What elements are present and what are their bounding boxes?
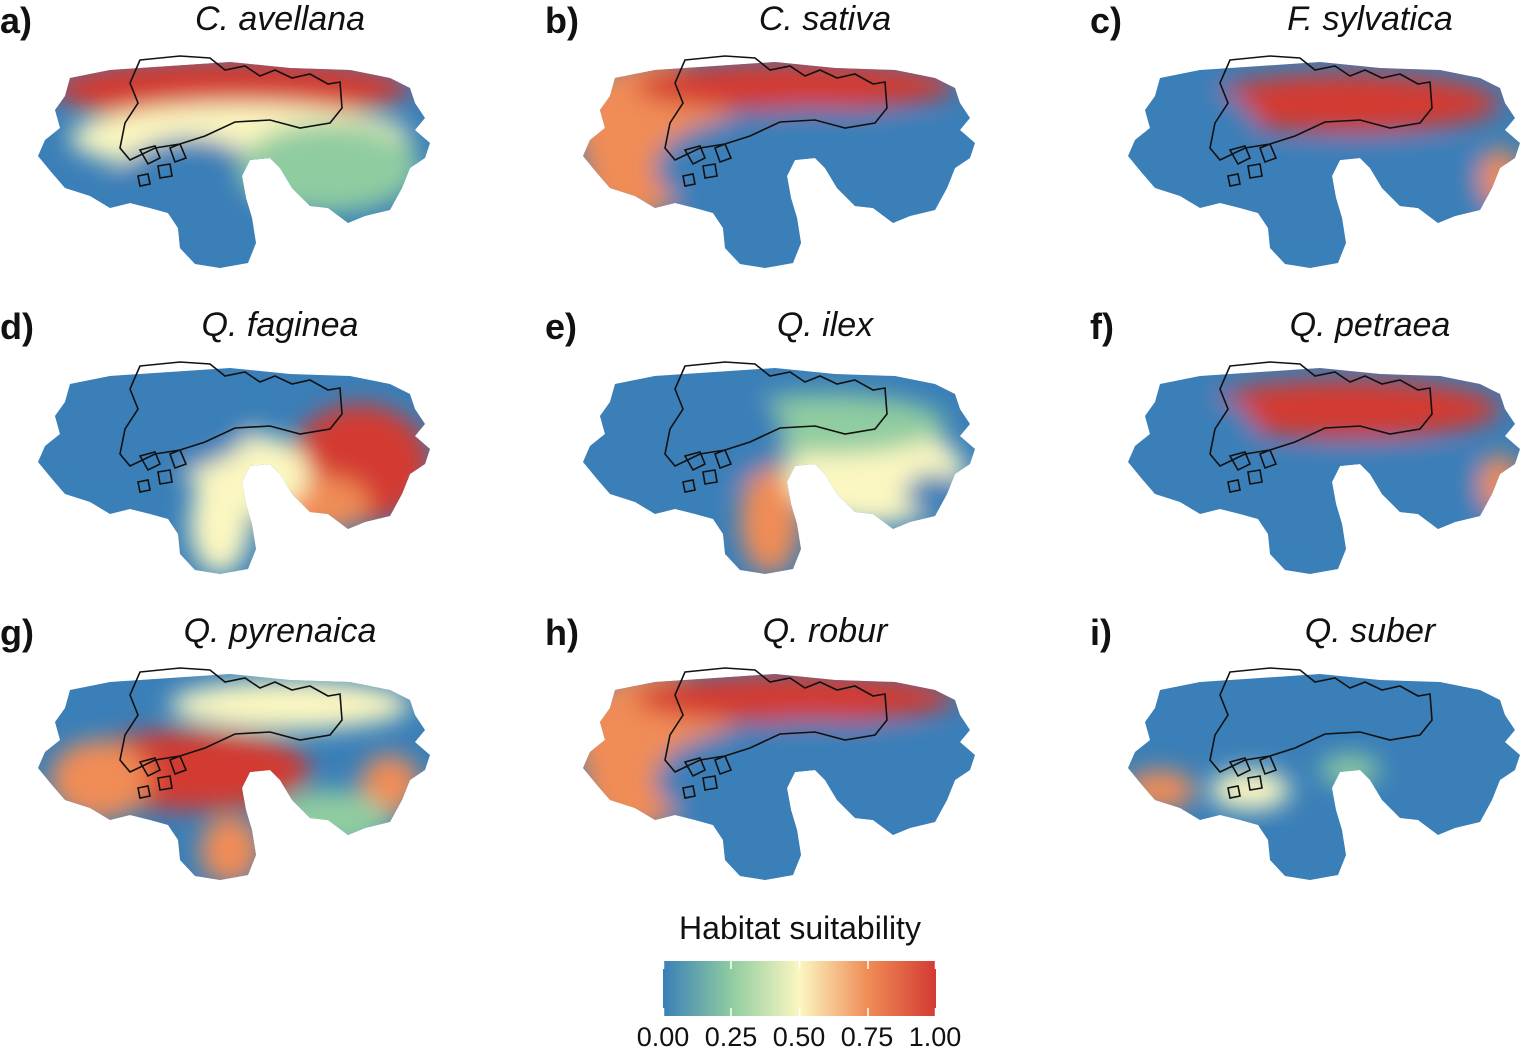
legend-tick-label: 0.50 — [772, 1022, 826, 1052]
suitability-zone — [270, 790, 390, 850]
suitability-zone — [905, 474, 965, 514]
suitability-zone — [170, 680, 410, 730]
panel-letter: h) — [545, 612, 579, 653]
protected-area-outline — [1209, 361, 1433, 493]
map-panel: d) Q. faginea — [0, 306, 500, 606]
suitability-zone — [715, 800, 815, 880]
panel-letter: a) — [0, 0, 33, 41]
panel-letter: b) — [545, 0, 579, 41]
map-panel: e) Q. ilex — [545, 306, 1045, 606]
legend-tick-label: 1.00 — [908, 1022, 962, 1052]
legend-title: Habitat suitability — [679, 910, 921, 946]
species-title: Q. pyrenaica — [183, 612, 377, 650]
habitat-suitability-map — [1128, 55, 1520, 268]
legend-color-bar — [663, 961, 936, 1016]
habitat-suitability-map — [583, 361, 975, 574]
panel-letter: e) — [545, 306, 578, 347]
species-title: Q. ilex — [776, 306, 874, 344]
protected-area-outline — [664, 361, 888, 493]
species-title: Q. suber — [1304, 612, 1436, 650]
suitability-raster — [583, 674, 975, 880]
suitability-zone — [1480, 454, 1520, 514]
suitability-raster — [38, 674, 430, 880]
panel-letter: d) — [0, 306, 34, 347]
species-title: Q. robur — [762, 612, 888, 650]
map-panel: a) C. avellana — [0, 0, 500, 300]
habitat-suitability-map — [1128, 667, 1520, 880]
suitability-zone — [240, 123, 420, 213]
protected-area-outline — [1209, 55, 1433, 187]
suitability-raster — [38, 368, 430, 574]
suitability-zone — [740, 464, 800, 574]
suitability-raster — [583, 62, 975, 268]
map-panel: h) Q. robur — [545, 612, 1045, 912]
map-panel: f) Q. petraea — [1090, 306, 1535, 606]
suitability-zone — [635, 62, 955, 111]
protected-area-outline — [119, 55, 343, 187]
habitat-suitability-map — [38, 361, 430, 574]
suitability-zone — [50, 374, 250, 474]
suitability-raster — [1128, 674, 1520, 880]
suitability-raster — [38, 62, 430, 268]
habitat-suitability-legend: Habitat suitability 0.00 0.25 0.50 0.75 … — [630, 906, 970, 1056]
suitability-zone — [1480, 148, 1520, 208]
suitability-zone — [200, 815, 260, 880]
habitat-suitability-map — [583, 667, 975, 880]
suitability-zone — [715, 188, 815, 268]
protected-area-outline — [664, 55, 888, 187]
panel-letter: f) — [1090, 306, 1114, 347]
suitability-zone — [1230, 138, 1510, 238]
species-title: Q. petraea — [1289, 306, 1451, 344]
habitat-suitability-map — [38, 55, 430, 268]
suitability-zone — [50, 740, 150, 820]
suitability-zone — [1140, 394, 1260, 494]
habitat-suitability-map — [38, 667, 430, 880]
suitability-zone — [250, 474, 370, 534]
suitability-zone — [585, 374, 785, 494]
panel-letter: c) — [1090, 0, 1123, 41]
species-title: Q. faginea — [201, 306, 359, 344]
legend-tick-label: 0.00 — [636, 1022, 690, 1052]
suitability-zone — [635, 674, 955, 723]
suitability-raster — [1128, 368, 1520, 574]
suitability-zone — [1140, 88, 1260, 188]
suitability-raster — [583, 368, 975, 574]
habitat-suitability-map — [583, 55, 975, 268]
map-panel: b) C. sativa — [545, 0, 1045, 300]
legend-tick-label: 0.75 — [840, 1022, 894, 1052]
map-panel: i) Q. suber — [1090, 612, 1535, 912]
protected-area-outline — [664, 667, 888, 799]
protected-area-outline — [119, 361, 343, 493]
species-title: F. sylvatica — [1287, 0, 1453, 38]
suitability-raster — [1128, 62, 1520, 268]
suitability-zone — [1230, 444, 1510, 544]
map-panel: g) Q. pyrenaica — [0, 612, 500, 912]
protected-area-outline — [119, 667, 343, 799]
species-title: C. sativa — [758, 0, 892, 38]
panel-letter: g) — [0, 612, 34, 653]
suitability-zone — [1320, 755, 1380, 785]
legend-tick-marks — [663, 961, 936, 1016]
habitat-suitability-map — [1128, 361, 1520, 574]
protected-area-outline — [1209, 667, 1433, 799]
species-title: C. avellana — [194, 0, 366, 38]
map-panel: c) F. sylvatica — [1090, 0, 1535, 300]
legend-tick-label: 0.25 — [704, 1022, 758, 1052]
suitability-zone — [1128, 770, 1195, 810]
panel-letter: i) — [1090, 612, 1112, 653]
